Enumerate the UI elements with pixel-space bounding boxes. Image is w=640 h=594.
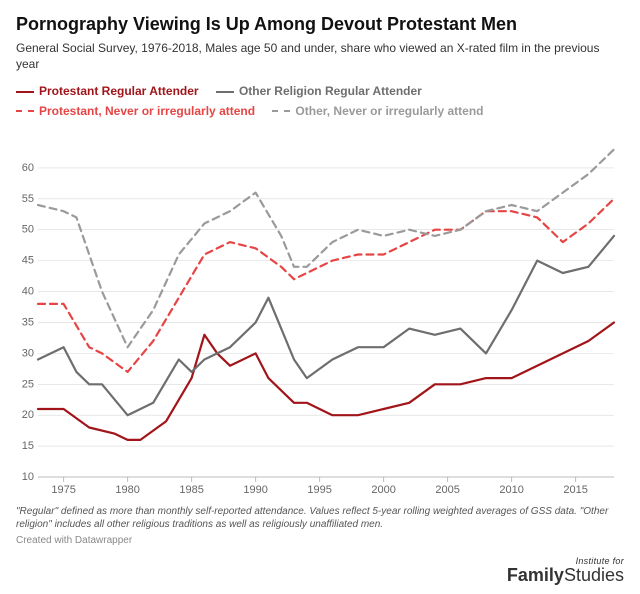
- legend: Protestant Regular Attender Other Religi…: [16, 82, 624, 121]
- y-tick-label: 55: [22, 193, 34, 205]
- y-tick-label: 35: [22, 316, 34, 328]
- x-tick-label: 1990: [243, 484, 267, 496]
- chart-area: 10 15 20 25 30 35 40 45 50 55 60 1975 1980 1985 1990 19…: [16, 129, 624, 499]
- chart-title: Pornography Viewing Is Up Among Devout P…: [16, 14, 624, 35]
- logo: Institute for FamilyStudies: [507, 557, 624, 584]
- x-tick-label: 2000: [371, 484, 395, 496]
- y-tick-label: 10: [22, 471, 34, 483]
- legend-swatch: [272, 110, 290, 112]
- x-tick-label: 1985: [179, 484, 203, 496]
- legend-item: Other Religion Regular Attender: [216, 82, 422, 101]
- legend-item: Protestant, Never or irregularly attend: [16, 102, 255, 121]
- y-tick-label: 15: [22, 440, 34, 452]
- line-chart-svg: 10 15 20 25 30 35 40 45 50 55 60 1975 1980 1985 1990 19…: [16, 129, 624, 499]
- x-tick-label: 2015: [563, 484, 587, 496]
- legend-label: Protestant Regular Attender: [39, 84, 199, 98]
- legend-item: Protestant Regular Attender: [16, 82, 199, 101]
- legend-swatch: [16, 91, 34, 93]
- y-tick-label: 50: [22, 224, 34, 236]
- y-tick-label: 30: [22, 347, 34, 359]
- chart-notes: "Regular" defined as more than monthly s…: [16, 505, 624, 531]
- y-tick-label: 20: [22, 409, 34, 421]
- chart-subtitle: General Social Survey, 1976-2018, Males …: [16, 41, 624, 72]
- x-tick-label: 1995: [307, 484, 331, 496]
- y-tick-label: 40: [22, 286, 34, 298]
- y-tick-label: 45: [22, 255, 34, 267]
- legend-item: Other, Never or irregularly attend: [272, 102, 483, 121]
- legend-label: Protestant, Never or irregularly attend: [39, 104, 255, 118]
- series-line: [38, 149, 614, 347]
- logo-main: FamilyStudies: [507, 566, 624, 584]
- y-tick-label: 25: [22, 378, 34, 390]
- logo-bold: Family: [507, 565, 564, 585]
- legend-swatch: [16, 110, 34, 112]
- legend-label: Other, Never or irregularly attend: [295, 104, 483, 118]
- x-tick-label: 1980: [115, 484, 139, 496]
- x-tick-label: 1975: [51, 484, 75, 496]
- x-tick-label: 2005: [435, 484, 459, 496]
- chart-credit: Created with Datawrapper: [16, 535, 624, 546]
- series-line: [38, 199, 614, 372]
- legend-swatch: [216, 91, 234, 93]
- logo-light: Studies: [564, 565, 624, 585]
- legend-label: Other Religion Regular Attender: [239, 84, 422, 98]
- x-tick-label: 2010: [499, 484, 523, 496]
- y-tick-label: 60: [22, 162, 34, 174]
